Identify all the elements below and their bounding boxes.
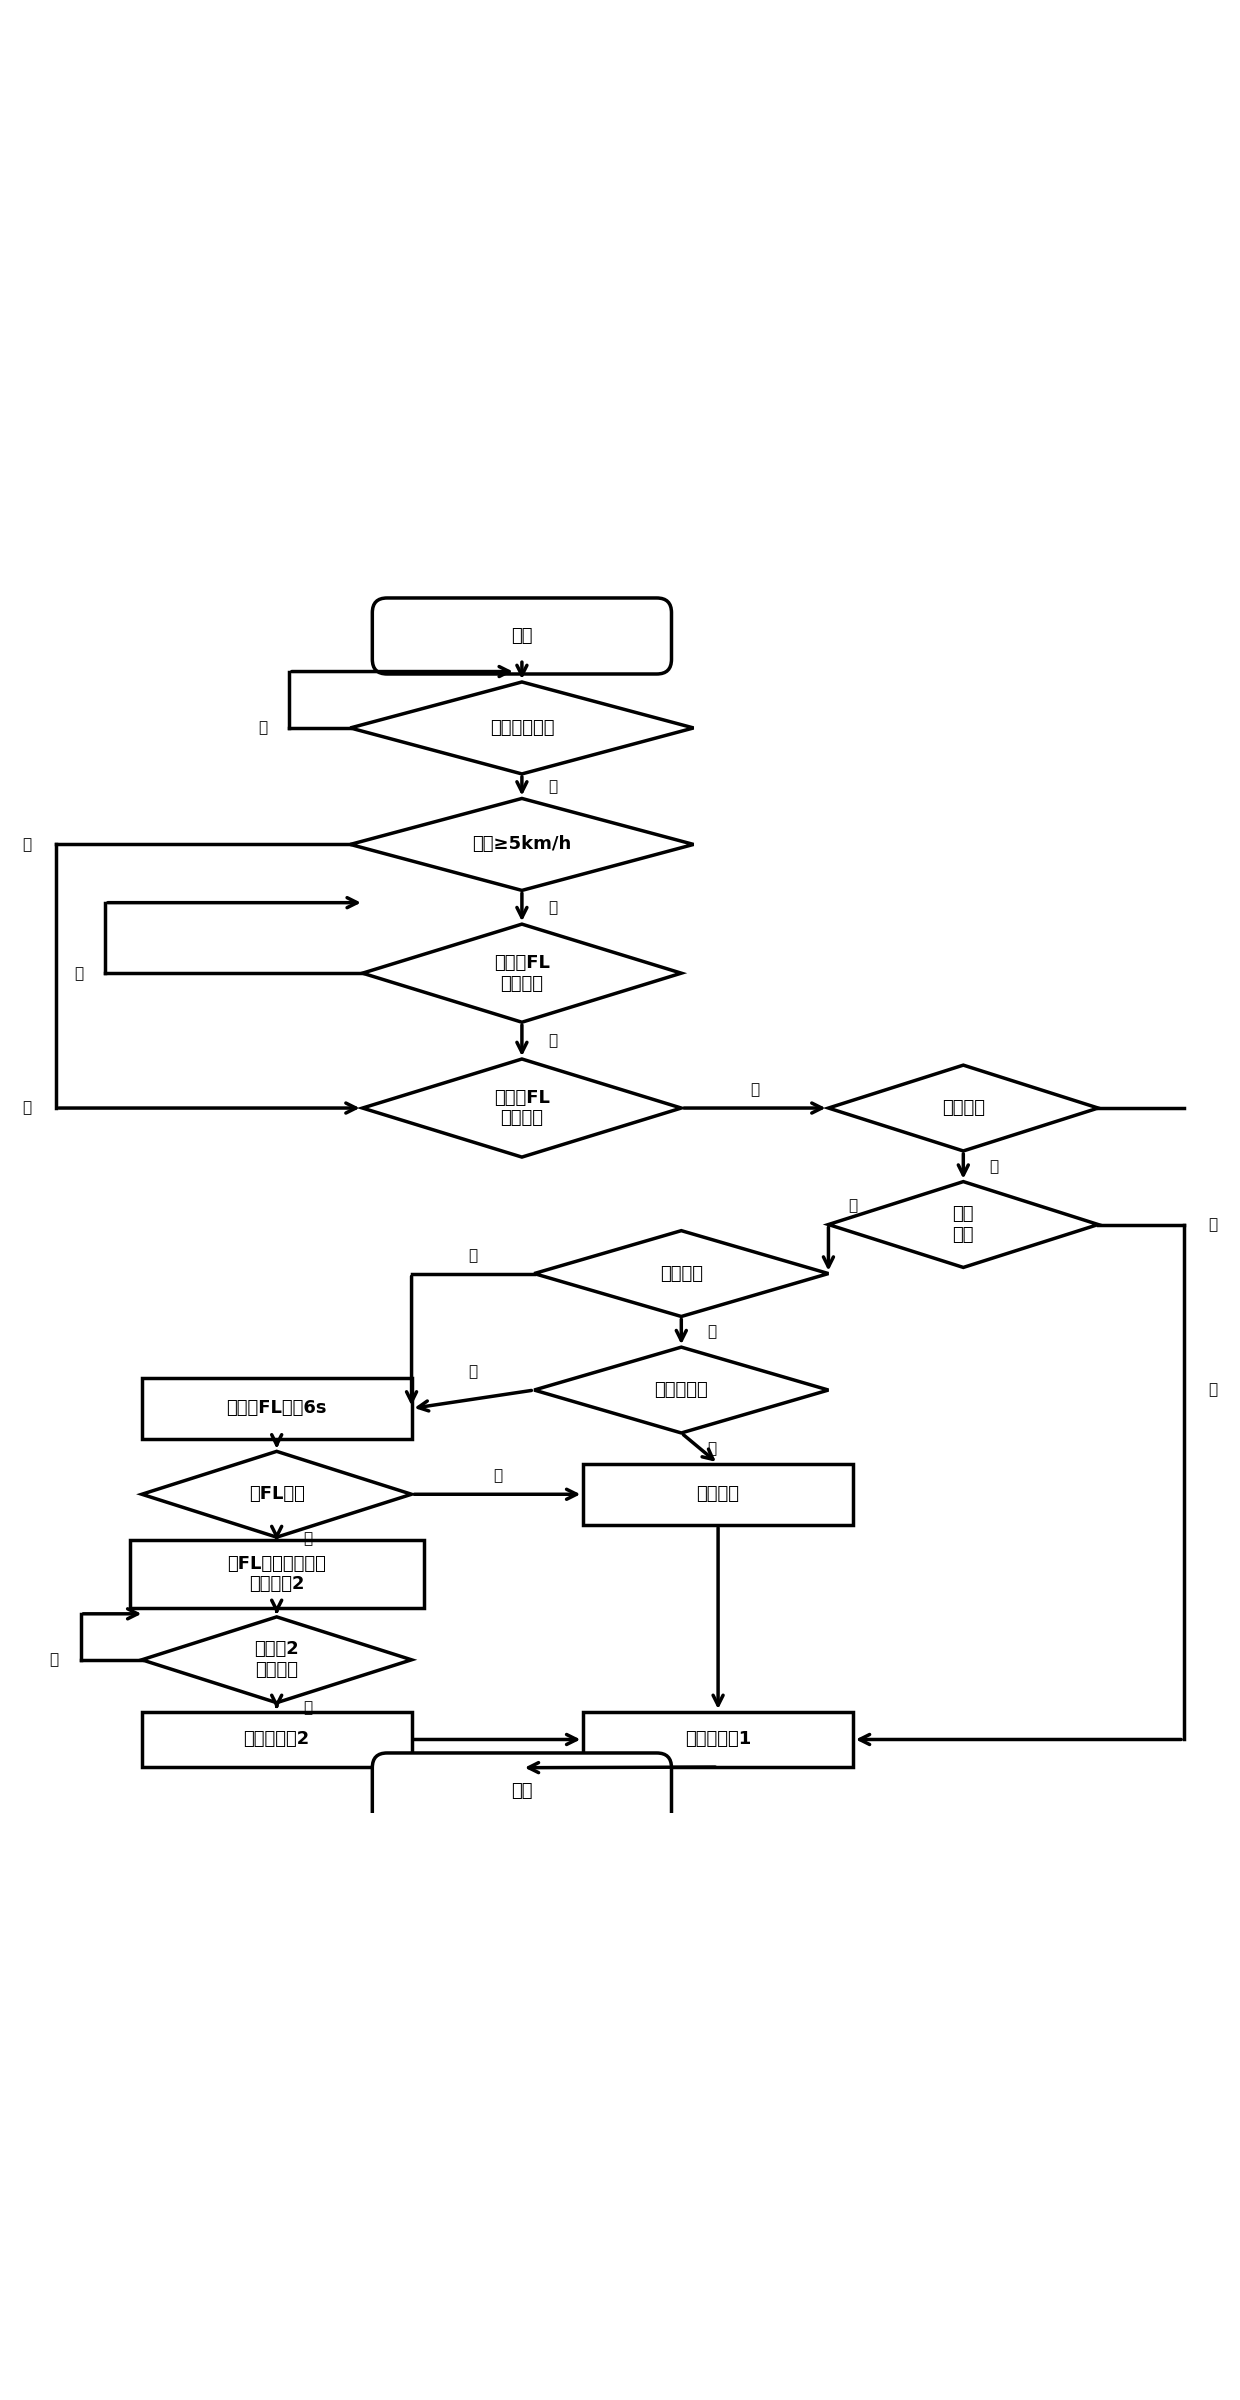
Bar <box>129 1541 424 1608</box>
Text: 是: 是 <box>548 1032 557 1049</box>
Text: 是: 是 <box>750 1082 759 1097</box>
Text: 否: 否 <box>990 1159 998 1174</box>
Polygon shape <box>534 1231 828 1318</box>
Text: 车速≥5km/h: 车速≥5km/h <box>472 835 572 854</box>
Text: 开始: 开始 <box>511 626 533 646</box>
Text: 空压机工作: 空压机工作 <box>655 1380 708 1399</box>
Text: 否: 否 <box>50 1651 58 1668</box>
Text: 油箱
低位: 油箱 低位 <box>952 1205 975 1243</box>
Text: 否: 否 <box>22 838 31 852</box>
Text: 计时器2
计时结束: 计时器2 计时结束 <box>254 1639 299 1680</box>
Text: 重置计时器1: 重置计时器1 <box>684 1730 751 1750</box>
Text: 请FL上升沿信号激
活计时器2: 请FL上升沿信号激 活计时器2 <box>227 1555 326 1594</box>
Text: 是: 是 <box>469 1363 477 1380</box>
Bar <box>141 1378 412 1440</box>
Polygon shape <box>362 924 681 1022</box>
Text: 撒砂激活: 撒砂激活 <box>942 1099 985 1116</box>
Text: 否: 否 <box>848 1198 858 1214</box>
Polygon shape <box>141 1618 412 1702</box>
Polygon shape <box>534 1346 828 1433</box>
Polygon shape <box>141 1452 412 1536</box>
Text: 是: 是 <box>1209 1217 1218 1231</box>
Text: 是: 是 <box>469 1248 477 1262</box>
Text: 司机请FL
测试请求: 司机请FL 测试请求 <box>494 1090 549 1128</box>
Bar <box>583 1464 853 1524</box>
Text: 互锁时间结束: 互锁时间结束 <box>490 720 554 737</box>
Text: 否: 否 <box>258 720 267 734</box>
Text: 气压正常: 气压正常 <box>660 1265 703 1282</box>
Polygon shape <box>350 799 693 890</box>
Text: 司机请FL
手动请求: 司机请FL 手动请求 <box>494 953 549 994</box>
Text: 是: 是 <box>1209 1382 1218 1397</box>
Bar <box>583 1711 853 1766</box>
Text: 请FL启动: 请FL启动 <box>249 1486 305 1502</box>
FancyBboxPatch shape <box>372 598 672 674</box>
Text: 是: 是 <box>548 778 557 794</box>
Text: 否: 否 <box>74 965 83 982</box>
Polygon shape <box>828 1181 1099 1267</box>
Polygon shape <box>362 1058 681 1157</box>
FancyBboxPatch shape <box>372 1752 672 1829</box>
Bar <box>141 1711 412 1766</box>
Polygon shape <box>350 682 693 773</box>
Text: 是: 是 <box>303 1531 312 1546</box>
Text: 否: 否 <box>707 1440 717 1457</box>
Text: 是: 是 <box>22 1102 31 1116</box>
Text: 结束: 结束 <box>511 1781 533 1800</box>
Text: 否: 否 <box>707 1325 717 1339</box>
Polygon shape <box>828 1066 1099 1152</box>
Text: 否: 否 <box>492 1469 502 1483</box>
Text: 警告信号: 警告信号 <box>697 1486 739 1502</box>
Text: 重置计时器2: 重置计时器2 <box>243 1730 310 1750</box>
Text: 是: 是 <box>548 900 557 914</box>
Text: 指令请FL启动6s: 指令请FL启动6s <box>227 1399 327 1418</box>
Text: 是: 是 <box>303 1699 312 1716</box>
